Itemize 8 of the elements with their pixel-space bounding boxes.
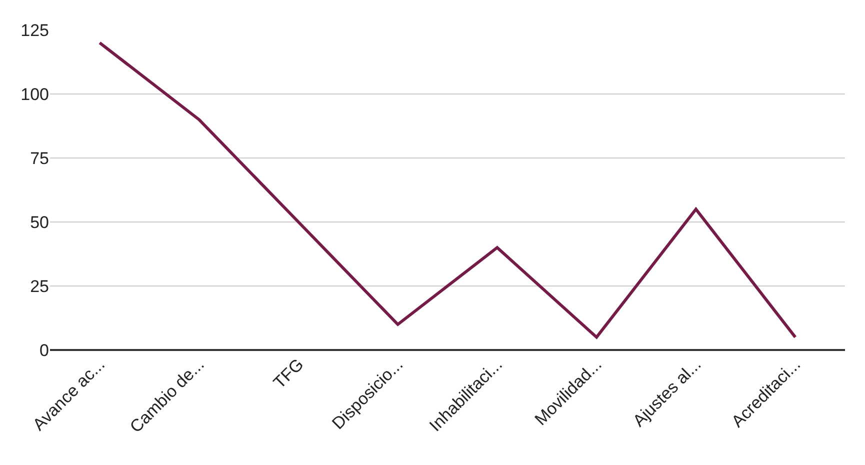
y-tick-label: 100 (20, 84, 49, 104)
line-series (98, 41, 797, 339)
y-tick-label: 0 (40, 340, 49, 360)
y-tick-label: 25 (30, 276, 49, 296)
y-tick-label: 125 (20, 20, 49, 40)
x-tick-label: TFG (270, 354, 308, 392)
y-tick-label: 50 (30, 212, 49, 232)
y-tick-label: 75 (30, 148, 49, 168)
